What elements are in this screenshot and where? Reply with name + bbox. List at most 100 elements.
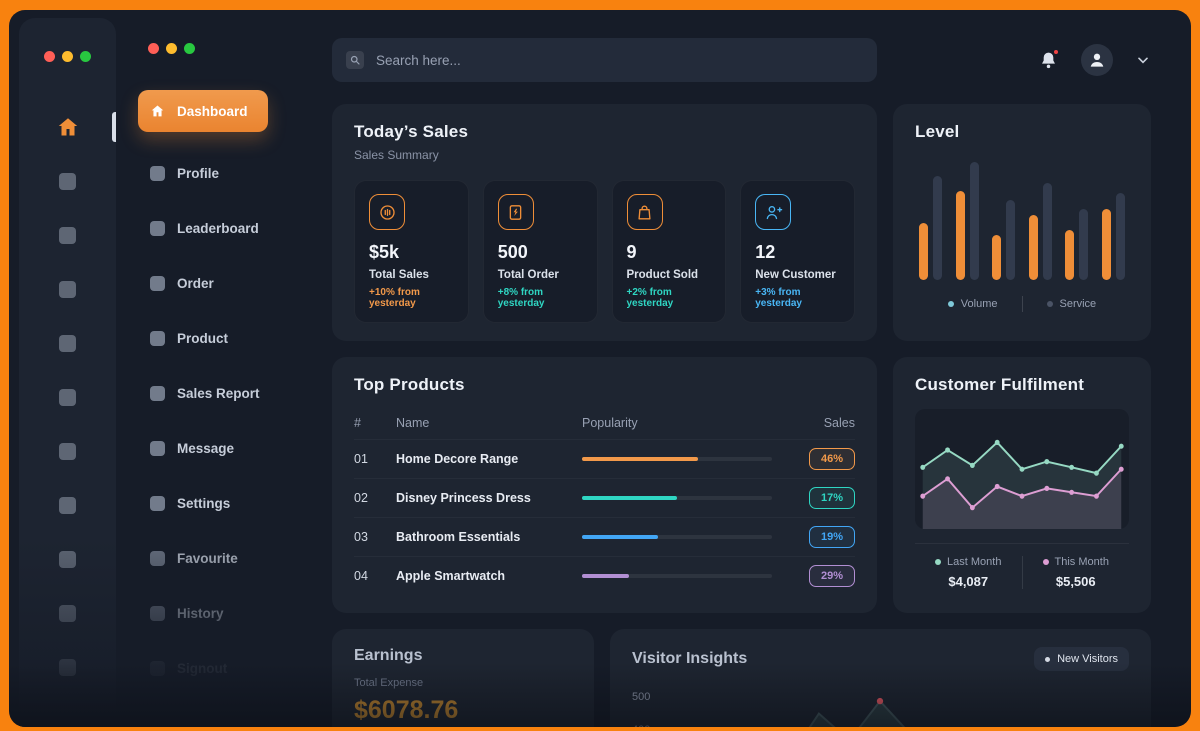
rail-item-placeholder[interactable] [19,438,116,464]
legend-dot [1046,301,1053,307]
table-body: 01 Home Decore Range 46% 02 Disney Princess … [354,439,855,595]
placeholder-icon [150,495,165,511]
order-icon [497,194,534,230]
sidebar-item-leaderboard[interactable]: Leaderboard [138,214,302,242]
data-point [945,476,950,482]
service-bar [1115,193,1125,280]
popularity-bar [582,535,772,539]
popularity-fill [582,496,677,500]
stat-delta: +2% from yesterday [626,287,674,309]
service-bar [933,176,942,280]
minimize-button[interactable] [166,43,177,54]
y-tick: 500 [632,691,651,703]
maximize-button[interactable] [80,51,91,62]
stat-card-total-order: 500 Total Order +8% from yesterday [482,180,598,323]
sidebar-item-signout[interactable]: Signout [138,654,302,682]
sidebar-item-order[interactable]: Order [138,269,302,297]
visitor-chart: 500 400 [632,689,1129,727]
placeholder-icon [150,330,165,346]
topbar-actions [893,44,1151,76]
legend-label-row: This Month [1042,556,1109,568]
rail-item-placeholder[interactable] [19,546,116,572]
minimize-button[interactable] [62,51,73,62]
card-title: Visitor Insights [632,650,748,667]
bottom-row: Earnings Total Expense $6078.76 Profit i… [332,629,1151,727]
close-button[interactable] [44,51,55,62]
placeholder-icon [59,172,76,190]
stat-value: 9 [626,242,637,262]
maximize-button[interactable] [184,43,195,54]
legend-volume: Volume [947,298,998,310]
service-bar [969,162,979,280]
y-tick: 400 [632,724,650,727]
search-input[interactable] [374,51,863,69]
legend-dot [947,301,954,307]
sales-cell: 19% [793,526,855,548]
new-visitors-badge[interactable]: New Visitors [1034,647,1129,671]
data-point [1069,464,1075,470]
search-bar [332,38,877,82]
sales-badge: 29% [809,565,855,587]
rail-item-placeholder[interactable] [19,600,116,626]
rail-item-placeholder[interactable] [19,168,116,194]
sidebar-item-history[interactable]: History [138,599,302,627]
rail-item-placeholder[interactable] [19,222,116,248]
data-point [1118,466,1124,472]
stat-label: New Customer [755,269,836,281]
popularity-cell [582,496,793,500]
sidebar-item-label: History [177,605,224,621]
sales-badge: 17% [809,487,855,509]
placeholder-icon [150,385,165,401]
rail-item-home[interactable] [19,112,116,142]
placeholder-icon [59,658,76,676]
badge-label: New Visitors [1057,653,1118,665]
legend-value: $5,506 [1055,574,1096,589]
rail-items [19,112,116,680]
stat-value: 12 [755,242,776,262]
data-point [1044,459,1050,465]
sidebar-item-product[interactable]: Product [138,324,302,352]
sidebar-item-sales-report[interactable]: Sales Report [138,379,302,407]
products-table: # Name Popularity Sales 01 Home Decore Ra… [354,407,855,595]
placeholder-icon [59,550,76,568]
search-icon [346,51,364,69]
home-icon [150,104,165,119]
bell-button[interactable] [1038,47,1060,71]
sidebar-item-favourite[interactable]: Favourite [138,544,302,572]
stat-label: Total Order [497,269,559,281]
sidebar-item-label: Dashboard [177,103,248,119]
sidebar-item-profile[interactable]: Profile [138,159,302,187]
close-button[interactable] [148,43,159,54]
card-title: Today’s Sales [354,122,469,141]
rail-item-placeholder[interactable] [19,330,116,356]
sidebar-item-label: Favourite [177,550,238,566]
legend-service: Service [1046,298,1096,310]
topbar [332,38,1151,82]
rail-item-placeholder[interactable] [19,654,116,680]
stat-value: 500 [497,242,528,262]
placeholder-icon [59,280,76,298]
chevron-down-button[interactable] [1135,52,1151,68]
rail-item-placeholder[interactable] [19,492,116,518]
new-visitors-line [809,699,906,727]
card-title: Top Products [354,375,465,394]
sidebar-item-dashboard[interactable]: Dashboard [138,90,268,132]
placeholder-icon [150,165,165,181]
volume-bar [955,191,965,280]
sidebar-item-settings[interactable]: Settings [138,489,302,517]
rail-item-placeholder[interactable] [19,276,116,302]
sidebar-item-message[interactable]: Message [138,434,302,462]
sidebar-item-label: Order [177,275,214,291]
placeholder-icon [150,220,165,236]
rail-item-placeholder[interactable] [19,384,116,410]
legend-label-row: Last Month [935,556,1001,568]
legend-dot [935,559,942,565]
avatar-button[interactable] [1081,44,1113,76]
data-point [1094,470,1099,476]
product-name: Disney Princess Dress [396,491,531,505]
bar-group [1028,183,1052,280]
popularity-bar [582,496,772,500]
fulfilment-legend: Last Month $4,087 This Month $5,506 [915,543,1129,589]
fulfilment-area-chart [920,439,1124,529]
volume-bar [1101,209,1111,280]
